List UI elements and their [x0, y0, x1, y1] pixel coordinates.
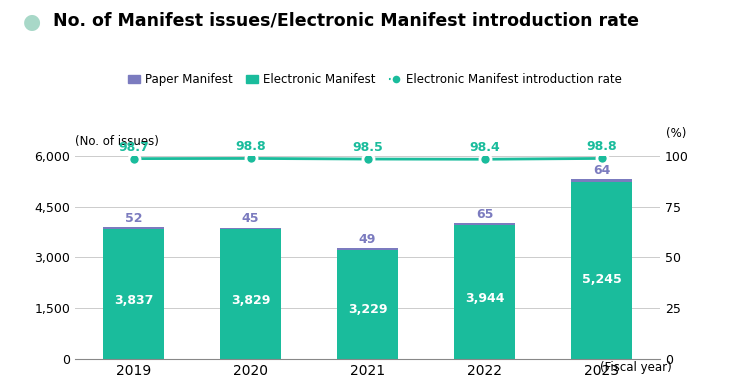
- Text: 5,245: 5,245: [582, 273, 621, 285]
- Bar: [337, 248, 398, 250]
- Bar: [220, 228, 281, 229]
- Bar: [454, 225, 515, 359]
- Bar: [337, 250, 398, 359]
- Text: 3,837: 3,837: [114, 294, 153, 307]
- Text: 64: 64: [592, 164, 610, 177]
- Text: 3,229: 3,229: [348, 303, 387, 316]
- Text: 52: 52: [124, 212, 142, 225]
- Text: 98.8: 98.8: [586, 140, 616, 153]
- Text: 98.4: 98.4: [470, 141, 500, 154]
- Text: (%): (%): [666, 127, 686, 140]
- Text: 3,944: 3,944: [465, 292, 504, 305]
- Bar: [571, 181, 632, 359]
- Text: 98.8: 98.8: [236, 140, 266, 153]
- Bar: [571, 179, 632, 181]
- Text: 65: 65: [476, 208, 494, 221]
- Bar: [103, 227, 164, 229]
- Bar: [103, 229, 164, 359]
- Text: 49: 49: [358, 233, 376, 246]
- Bar: [220, 229, 281, 359]
- Text: 98.7: 98.7: [118, 140, 148, 154]
- Text: No. of Manifest issues/Electronic Manifest introduction rate: No. of Manifest issues/Electronic Manife…: [53, 12, 638, 30]
- Text: (Fiscal year): (Fiscal year): [599, 362, 671, 374]
- Text: 3,829: 3,829: [231, 294, 270, 307]
- Text: 98.5: 98.5: [352, 141, 382, 154]
- Legend: Paper Manifest, Electronic Manifest, Electronic Manifest introduction rate: Paper Manifest, Electronic Manifest, Ele…: [123, 68, 627, 91]
- Bar: [454, 223, 515, 225]
- Text: (No. of issues): (No. of issues): [75, 135, 159, 148]
- Text: 45: 45: [242, 213, 260, 225]
- Text: ●: ●: [22, 12, 40, 32]
